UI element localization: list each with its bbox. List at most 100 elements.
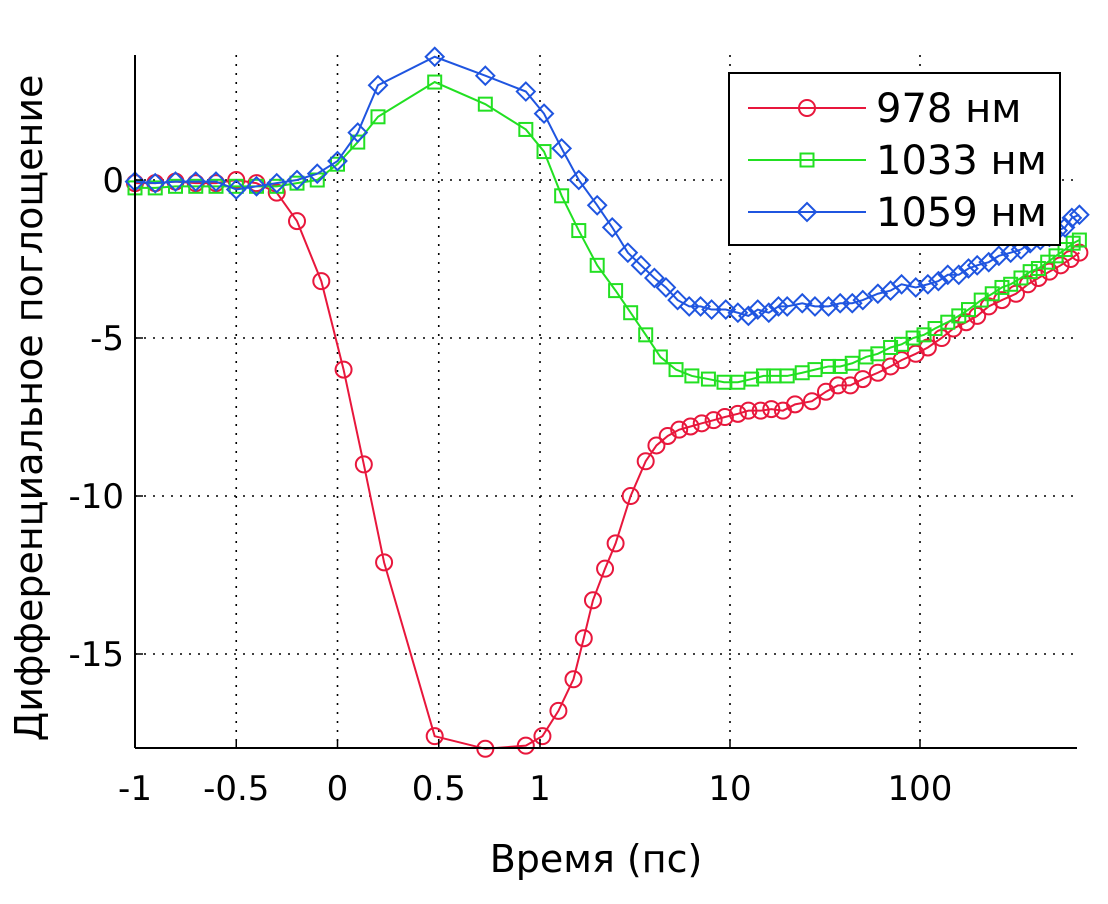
data-point: [948, 264, 970, 286]
x-tick-labels: -1 -0.5 0 0.5 1 10 100: [118, 769, 952, 809]
data-point: [905, 277, 927, 298]
data-point: [768, 295, 789, 317]
data-point: [208, 178, 224, 194]
data-point: [617, 242, 639, 264]
data-point: [918, 338, 937, 357]
data-point: [966, 254, 988, 276]
data-point: [288, 212, 306, 231]
data-point: [704, 411, 723, 430]
data-point: [692, 414, 711, 433]
data-point: [606, 534, 625, 553]
legend-label: 978 нм: [876, 86, 1021, 132]
data-point: [334, 360, 353, 379]
data-point: [841, 292, 863, 314]
y-tick-labels: 0 -5 -10 -15: [68, 161, 124, 675]
x-tick-label: -0.5: [203, 769, 269, 809]
data-point: [804, 295, 826, 317]
data-point: [327, 150, 348, 172]
data-point: [247, 174, 266, 193]
data-point: [568, 169, 590, 191]
data-point: [961, 302, 977, 318]
data-point: [1022, 264, 1038, 280]
data-point: [551, 137, 573, 159]
data-point: [574, 629, 593, 648]
data-point: [802, 392, 821, 411]
data-point: [667, 289, 689, 311]
axes: [134, 55, 1077, 749]
data-point: [755, 368, 771, 384]
data-point: [744, 371, 760, 387]
data-point: [144, 172, 166, 194]
data-point: [533, 727, 552, 746]
data-point: [747, 299, 769, 320]
data-point: [715, 299, 737, 320]
data-point: [821, 358, 837, 374]
data-point: [266, 172, 288, 194]
x-tick-label: 10: [708, 769, 751, 809]
x-tick-label: 0.5: [412, 769, 466, 809]
data-point: [636, 452, 655, 471]
y-tick-label: -15: [68, 635, 124, 675]
data-point: [188, 178, 204, 194]
data-point: [727, 302, 749, 324]
data-point: [601, 216, 623, 238]
data-point: [828, 376, 847, 395]
y-axis-label: Дифференциальное поглощение: [7, 75, 51, 742]
data-point: [643, 267, 665, 289]
x-axis-label: Время (пс): [490, 837, 703, 881]
data-point: [533, 103, 555, 125]
data-point: [701, 299, 723, 320]
data-point: [370, 109, 386, 125]
legend-marker: [798, 99, 816, 117]
x-tick-label: 0: [327, 769, 349, 809]
data-point: [1000, 242, 1022, 264]
data-point: [994, 279, 1010, 295]
data-point: [638, 327, 654, 343]
data-point: [185, 171, 207, 192]
data-point: [536, 144, 552, 160]
data-point: [312, 272, 331, 291]
data-point: [700, 371, 716, 387]
data-point: [881, 357, 900, 376]
data-point: [758, 302, 780, 324]
data-point: [883, 339, 899, 355]
data-point: [477, 96, 493, 112]
data-point: [1010, 239, 1032, 260]
data-point: [621, 487, 640, 505]
data-point: [737, 305, 759, 327]
data-point: [818, 295, 839, 317]
data-point: [690, 295, 711, 317]
data-point: [853, 370, 872, 389]
data-point: [978, 251, 1000, 273]
data-point: [630, 254, 652, 276]
data-point: [751, 401, 770, 420]
data-point: [246, 175, 267, 197]
data-point: [791, 292, 813, 314]
legend: 978 нм 1033 нм 1059 нм: [728, 72, 1061, 246]
data-point: [762, 400, 781, 419]
data-point: [168, 178, 183, 194]
legend-label: 1033 нм: [876, 138, 1047, 184]
data-point: [1071, 232, 1087, 248]
data-point: [1051, 256, 1070, 275]
data-point: [1061, 207, 1083, 229]
data-point: [518, 121, 534, 137]
data-point: [670, 420, 689, 439]
data-point: [267, 183, 286, 202]
data-point: [515, 81, 537, 102]
data-point: [354, 455, 373, 474]
data-point: [425, 727, 444, 746]
data-point: [779, 368, 795, 384]
data-point: [917, 273, 939, 295]
data-point: [927, 270, 949, 292]
data-point: [347, 122, 369, 144]
data-point: [225, 179, 247, 200]
data-point: [684, 368, 700, 384]
data-point: [375, 553, 394, 572]
data-point: [306, 163, 328, 185]
data-point: [905, 330, 921, 346]
data-point: [655, 277, 677, 298]
data-point: [867, 283, 889, 305]
data-point: [286, 169, 308, 191]
